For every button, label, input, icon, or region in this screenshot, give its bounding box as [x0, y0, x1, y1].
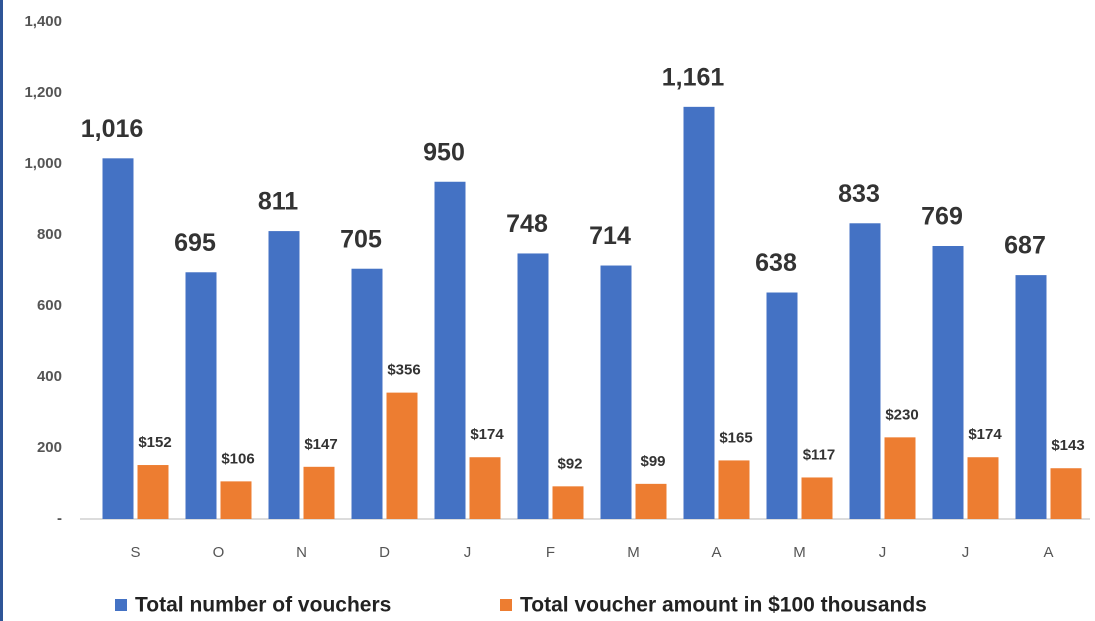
left-border — [0, 0, 3, 621]
data-label: $174 — [470, 426, 504, 443]
x-tick-label: A — [711, 544, 721, 561]
data-label: $143 — [1051, 437, 1084, 454]
bar — [220, 481, 252, 519]
bar — [137, 465, 169, 519]
bar — [1015, 275, 1047, 519]
bar — [469, 457, 501, 519]
bar — [600, 265, 632, 519]
data-label: 833 — [838, 180, 880, 208]
bar — [268, 231, 300, 519]
bar — [351, 268, 383, 519]
data-label: 748 — [506, 210, 548, 238]
data-label: $165 — [719, 429, 752, 446]
y-tick-label: 1,000 — [24, 155, 62, 172]
bar — [849, 223, 881, 519]
data-label: $174 — [968, 426, 1002, 443]
x-tick-label: M — [627, 544, 640, 561]
x-tick-label: A — [1043, 544, 1053, 561]
data-label: $106 — [221, 450, 254, 467]
data-label: $99 — [640, 453, 665, 470]
data-label: 769 — [921, 203, 963, 231]
data-label: 687 — [1004, 232, 1046, 260]
data-label: 705 — [340, 225, 382, 253]
bar — [517, 253, 549, 519]
bar — [102, 158, 134, 519]
x-tick-label: F — [546, 544, 555, 561]
y-tick-label: 600 — [37, 297, 62, 314]
bar — [718, 460, 750, 519]
data-label: 1,016 — [81, 115, 144, 143]
data-label: $152 — [138, 434, 171, 451]
bar — [635, 483, 667, 519]
data-label: 695 — [174, 229, 216, 257]
bar — [766, 292, 798, 519]
bar — [185, 272, 217, 519]
y-tick-label: 200 — [37, 439, 62, 456]
y-tick-label: 1,200 — [24, 84, 62, 101]
data-label: 811 — [258, 188, 298, 216]
data-label: 1,161 — [662, 63, 725, 91]
y-tick-label: 800 — [37, 226, 62, 243]
x-tick-label: N — [296, 544, 307, 561]
bar — [884, 437, 916, 519]
bar — [1050, 468, 1082, 519]
bar — [303, 466, 335, 519]
bar — [967, 457, 999, 519]
x-tick-label: J — [464, 544, 472, 561]
y-tick-label: 400 — [37, 368, 62, 385]
x-tick-label: J — [879, 544, 887, 561]
legend-swatch — [500, 599, 512, 611]
x-tick-label: M — [793, 544, 806, 561]
data-label: $147 — [304, 436, 337, 453]
legend-label: Total number of vouchers — [135, 594, 391, 617]
legend-swatch — [115, 599, 127, 611]
data-label: $92 — [557, 455, 582, 472]
bar — [434, 181, 466, 519]
data-label: 638 — [755, 249, 797, 277]
bar — [801, 477, 833, 519]
x-tick-label: S — [130, 544, 140, 561]
data-label: $230 — [885, 406, 918, 423]
y-tick-label: 1,400 — [24, 13, 62, 30]
x-tick-label: J — [962, 544, 970, 561]
bar — [386, 392, 418, 519]
legend-label: Total voucher amount in $100 thousands — [520, 594, 927, 617]
data-label: $356 — [387, 362, 420, 379]
y-tick-label: - — [57, 510, 62, 527]
bar — [932, 246, 964, 519]
x-tick-label: D — [379, 544, 390, 561]
x-tick-label: O — [213, 544, 225, 561]
data-label: 950 — [423, 138, 465, 166]
bar — [683, 106, 715, 519]
bar — [552, 486, 584, 519]
data-label: $117 — [803, 446, 836, 463]
data-label: 714 — [589, 222, 631, 250]
